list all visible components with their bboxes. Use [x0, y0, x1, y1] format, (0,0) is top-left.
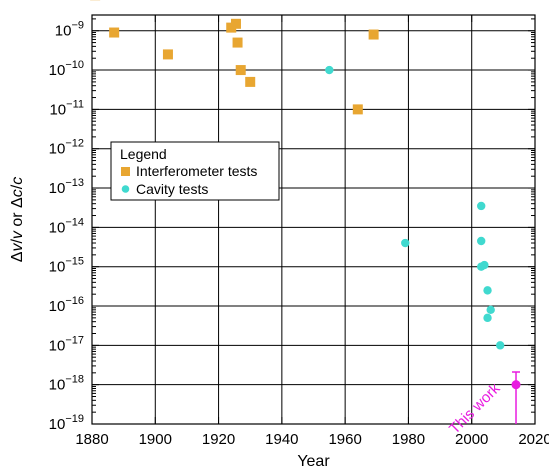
x-tick-label: 1920: [202, 431, 235, 448]
x-tick-label: 1980: [392, 431, 425, 448]
data-points: [90, 0, 505, 350]
interferometer-point: [245, 76, 256, 87]
y-tick-label: 10−18: [49, 374, 84, 394]
x-tick-labels: 1880 1900 1920 1940 1960 1980 2000 2020: [75, 431, 549, 448]
y-tick-label: 10−15: [49, 256, 84, 276]
interferometer-point: [109, 27, 120, 38]
x-tick-label: 1960: [328, 431, 361, 448]
axis-ticks: [91, 15, 536, 425]
legend-label-cavity: Cavity tests: [136, 181, 208, 197]
interferometer-point: [235, 65, 246, 76]
cavity-point: [325, 65, 334, 75]
y-tick-label: 10−13: [49, 177, 84, 197]
x-tick-label: 1880: [75, 431, 108, 448]
grid: [92, 15, 535, 424]
this-work-group: This work: [446, 371, 521, 438]
cavity-point: [401, 238, 410, 248]
y-tick-label: 10−11: [49, 98, 84, 118]
x-tick-label: 2020: [518, 431, 549, 448]
interferometer-point: [232, 37, 243, 48]
cavity-point: [483, 313, 492, 323]
x-tick-label: 1900: [139, 431, 172, 448]
cavity-point: [477, 236, 486, 246]
interferometer-point: [368, 29, 379, 40]
plot-border: [91, 14, 536, 425]
x-tick-label: 1940: [265, 431, 298, 448]
cavity-point: [486, 305, 495, 315]
legend-swatch-cavity: [121, 185, 130, 193]
y-tick-label: 10−17: [49, 334, 84, 354]
x-axis-title: Year: [297, 453, 330, 470]
legend-title: Legend: [120, 146, 167, 162]
x-tick-label: 2000: [455, 431, 488, 448]
y-axis-title: Δv/v or Δc/c: [9, 177, 26, 262]
y-tick-label: 10−10: [49, 59, 84, 79]
cavity-point: [477, 201, 486, 211]
cavity-point: [495, 341, 505, 350]
y-tick-label: 10−14: [49, 216, 84, 236]
y-tick-label: 10−12: [49, 138, 84, 158]
interferometer-point: [352, 104, 363, 115]
y-tick-labels: 10−19 10−18 10−17 10−16 10−15 10−14 10−13 10−12…: [49, 20, 84, 433]
plot-frame: [91, 14, 536, 425]
legend-label-interferometer: Interferometer tests: [136, 163, 257, 179]
y-tick-label: 10−16: [49, 295, 84, 315]
legend-swatch-interferometer: [121, 167, 130, 176]
this-work-point: [511, 380, 521, 390]
interferometer-point: [162, 49, 173, 60]
interferometer-point: [230, 18, 241, 29]
legend-box: [110, 141, 280, 201]
cavity-point: [483, 286, 492, 295]
cavity-point: [480, 260, 489, 270]
this-work-label: This work: [446, 380, 504, 438]
y-tick-label: 10−19: [49, 413, 84, 433]
y-tick-label: 10−9: [55, 20, 84, 40]
